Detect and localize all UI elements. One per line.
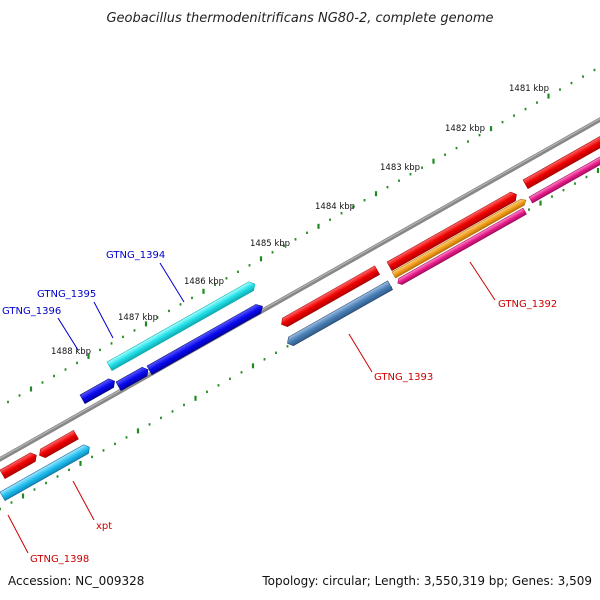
leader-xpt bbox=[72, 480, 95, 521]
gene-label-gtng-1395[interactable]: GTNG_1395 bbox=[37, 289, 96, 300]
leader-gtng-1395 bbox=[93, 301, 114, 339]
gene-red-forward-lower[interactable] bbox=[279, 265, 381, 329]
gene-blue-small[interactable] bbox=[115, 365, 151, 392]
gene-label-gtng-1393[interactable]: GTNG_1393 bbox=[374, 372, 433, 383]
gene-red-forward-middle[interactable] bbox=[386, 190, 519, 272]
topology-summary-text: Topology: circular; Length: 3,550,319 bp… bbox=[261, 574, 592, 588]
tick-label-1483: 1483 kbp bbox=[380, 163, 420, 173]
tick-label-1487: 1487 kbp bbox=[118, 313, 158, 323]
leader-gtng-1396 bbox=[57, 317, 79, 351]
leader-gtng-1398 bbox=[7, 514, 29, 554]
tick-label-1485: 1485 kbp bbox=[250, 239, 290, 249]
gene-orange-reverse[interactable] bbox=[391, 197, 528, 279]
gene-steelblue-gtng-1393[interactable] bbox=[285, 280, 393, 348]
leader-gtng-1393 bbox=[348, 333, 373, 373]
outer-position-track bbox=[7, 68, 596, 404]
genome-backbone bbox=[0, 117, 600, 462]
tick-label-1482: 1482 kbp bbox=[445, 124, 485, 134]
gene-red-forward-top-right[interactable] bbox=[522, 131, 600, 190]
gene-label-gtng-1396[interactable]: GTNG_1396 bbox=[2, 306, 61, 317]
gene-label-xpt[interactable]: xpt bbox=[96, 521, 112, 532]
gene-label-gtng-1398[interactable]: GTNG_1398 bbox=[30, 554, 89, 565]
gene-skyblue-gtng-1398[interactable] bbox=[0, 443, 92, 502]
tick-label-1488: 1488 kbp bbox=[51, 347, 91, 357]
map-title: Geobacillus thermodenitrificans NG80-2, … bbox=[106, 11, 493, 26]
gene-blue-gtng-1396[interactable] bbox=[79, 377, 117, 405]
tick-label-1481: 1481 kbp bbox=[509, 84, 549, 94]
gene-pink-gtng-1392[interactable] bbox=[396, 207, 527, 286]
gene-pink-reverse-top-right[interactable] bbox=[528, 153, 600, 204]
gene-blue-gtng-1395[interactable] bbox=[146, 302, 265, 376]
gene-label-gtng-1392[interactable]: GTNG_1392 bbox=[498, 299, 557, 310]
tick-label-1486: 1486 kbp bbox=[184, 277, 224, 287]
leader-gtng-1392 bbox=[469, 261, 496, 301]
tick-label-1484: 1484 kbp bbox=[315, 202, 355, 212]
accession-text: Accession: NC_009328 bbox=[8, 574, 144, 588]
leader-gtng-1394 bbox=[159, 262, 185, 303]
genome-backbone-highlight bbox=[0, 118, 600, 459]
gene-cyan-gtng-1394[interactable] bbox=[106, 280, 257, 372]
gene-red-lower-left[interactable] bbox=[0, 451, 39, 480]
gene-red-xpt[interactable] bbox=[37, 429, 79, 459]
gene-label-gtng-1394[interactable]: GTNG_1394 bbox=[106, 250, 165, 261]
